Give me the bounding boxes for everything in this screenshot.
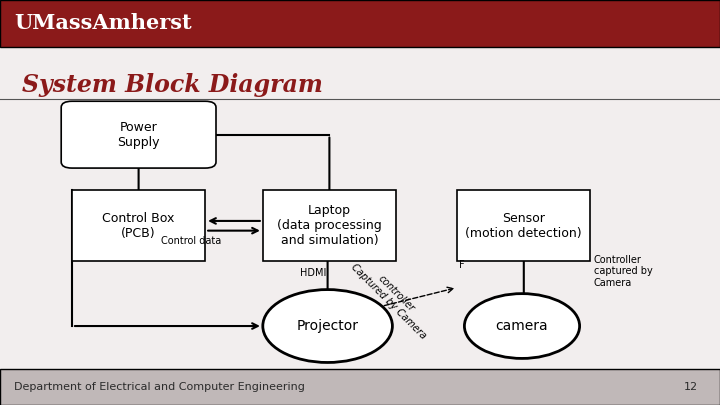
Text: UMassAmherst: UMassAmherst: [14, 13, 192, 33]
Text: Control data: Control data: [161, 236, 221, 246]
Circle shape: [464, 294, 580, 358]
Text: camera: camera: [495, 319, 549, 333]
FancyBboxPatch shape: [61, 101, 216, 168]
Text: System Block Diagram: System Block Diagram: [22, 73, 323, 97]
Text: F: F: [459, 260, 465, 270]
Text: Department of Electrical and Computer Engineering: Department of Electrical and Computer En…: [14, 382, 305, 392]
Text: Control Box
(PCB): Control Box (PCB): [102, 212, 175, 240]
Text: Projector: Projector: [297, 319, 359, 333]
Text: Power
Supply: Power Supply: [117, 121, 160, 149]
FancyBboxPatch shape: [0, 0, 720, 47]
Circle shape: [263, 290, 392, 362]
Text: 12: 12: [684, 382, 698, 392]
FancyBboxPatch shape: [457, 190, 590, 261]
Text: HDMI: HDMI: [300, 269, 326, 278]
Text: Sensor
(motion detection): Sensor (motion detection): [466, 212, 582, 240]
FancyBboxPatch shape: [263, 190, 396, 261]
Text: controller
Captured by Camera: controller Captured by Camera: [348, 254, 436, 341]
FancyBboxPatch shape: [0, 369, 720, 405]
Text: Laptop
(data processing
and simulation): Laptop (data processing and simulation): [277, 204, 382, 247]
FancyBboxPatch shape: [72, 190, 205, 261]
Text: Controller
captured by
Camera: Controller captured by Camera: [594, 255, 653, 288]
